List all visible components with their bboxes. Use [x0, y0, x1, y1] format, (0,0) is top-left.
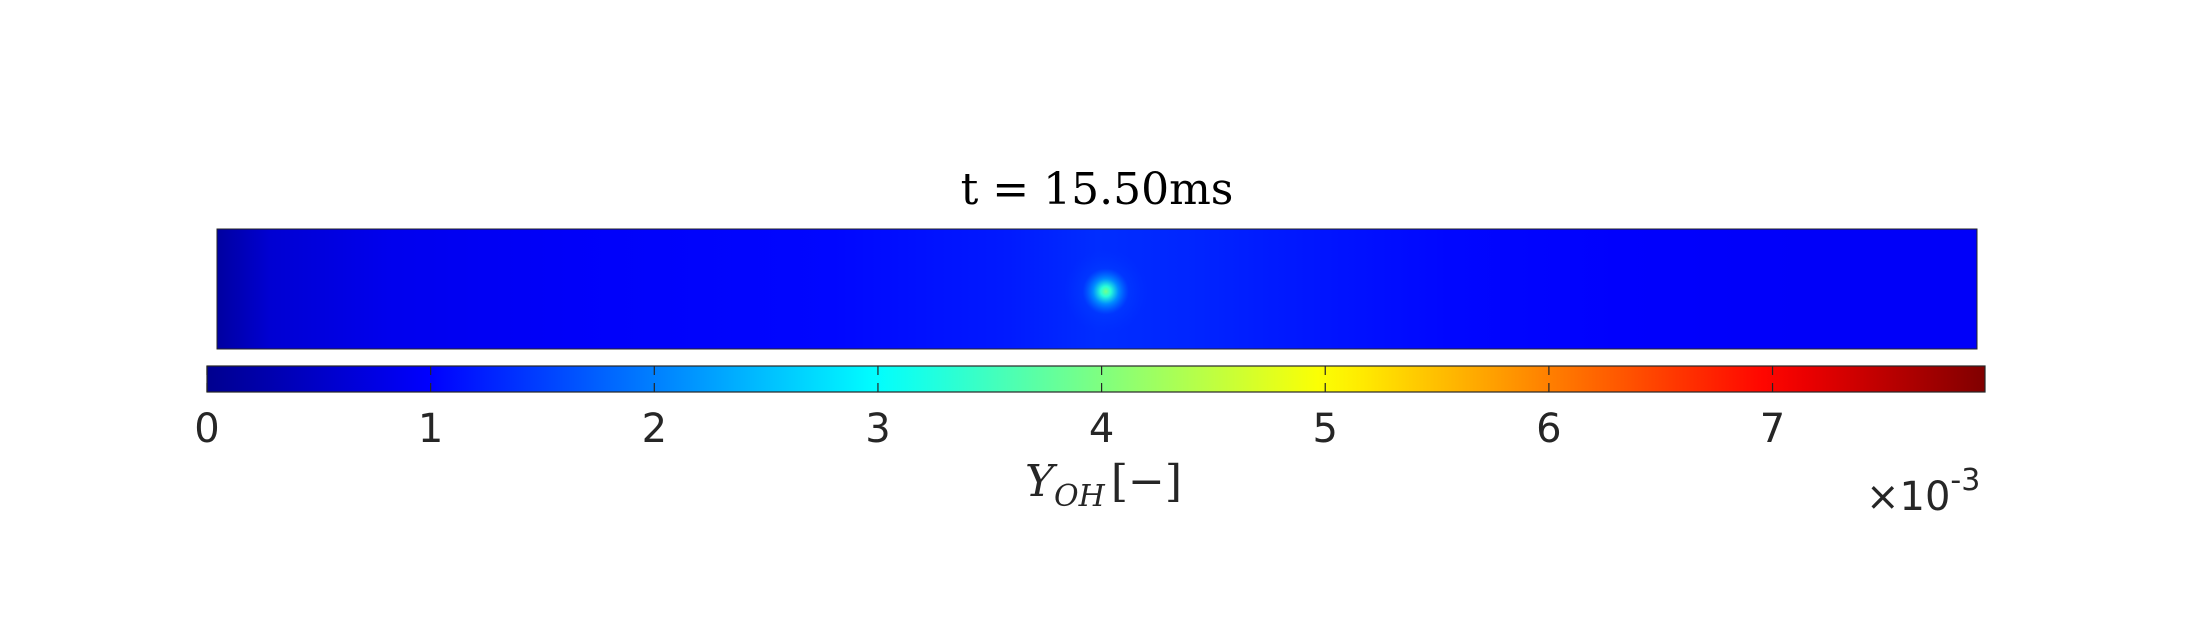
colorbar-tick-label: 0 [194, 406, 219, 452]
colorbar-label-subscript: OH [1054, 479, 1106, 514]
colorbar-multiplier: ×10-3 [1866, 463, 1980, 520]
colorbar-label: YOH [−] [1025, 456, 1182, 514]
colorbar-multiplier-prefix: ×10 [1866, 474, 1950, 520]
chart-title: t = 15.50ms [961, 164, 1234, 215]
colorbar-tick-label: 7 [1760, 406, 1785, 452]
colorbar-tick-label: 2 [642, 406, 667, 452]
colorbar-tick-label: 4 [1089, 406, 1114, 452]
colorbar-tick-label: 3 [865, 406, 890, 452]
colorbar-label-symbol: Y [1025, 456, 1058, 507]
colorbar-multiplier-exponent: -3 [1950, 463, 1980, 498]
heatmap-field [216, 228, 1978, 350]
colorbar-tick-label: 1 [418, 406, 443, 452]
colorbar-tick-label: 6 [1536, 406, 1561, 452]
heat-hotspot [1063, 249, 1148, 334]
colorbar-tick-label: 5 [1313, 406, 1338, 452]
colorbar: 0 1 2 3 4 5 6 7 [194, 365, 1986, 452]
colorbar-label-unit: [−] [1111, 456, 1182, 507]
colorbar-bar [206, 365, 1986, 393]
field-frame [216, 228, 1978, 350]
